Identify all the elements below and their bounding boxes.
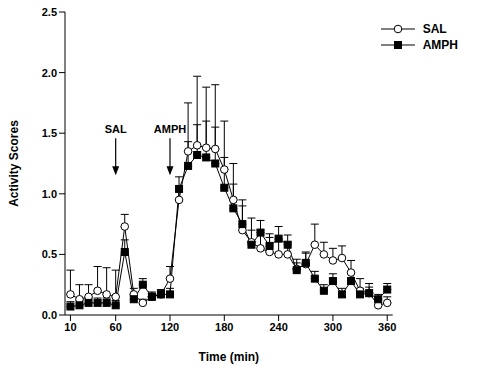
svg-text:Time (min): Time (min) [199,350,259,364]
svg-text:10: 10 [64,321,76,333]
svg-text:360: 360 [378,321,396,333]
svg-text:SAL: SAL [105,123,127,135]
svg-text:AMPH: AMPH [154,123,186,135]
svg-text:0.0: 0.0 [42,309,57,321]
svg-text:300: 300 [324,321,342,333]
svg-text:240: 240 [269,321,287,333]
svg-text:120: 120 [161,321,179,333]
svg-text:1.5: 1.5 [42,127,57,139]
svg-text:2.5: 2.5 [42,8,57,18]
svg-text:180: 180 [215,321,233,333]
svg-text:60: 60 [110,321,122,333]
svg-text:0.5: 0.5 [42,248,57,260]
svg-text:Activity Scores: Activity Scores [8,120,21,207]
svg-text:2.0: 2.0 [42,67,57,79]
html-text:AMPH: AMPH [422,38,458,52]
html-text:SAL: SAL [422,22,447,36]
svg-text:1.0: 1.0 [42,188,57,200]
